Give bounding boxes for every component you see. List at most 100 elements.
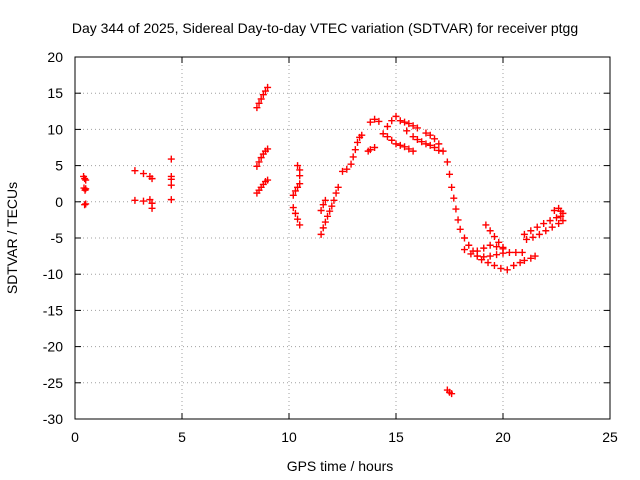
- data-point: [81, 201, 89, 209]
- data-point: [450, 194, 458, 202]
- data-point: [261, 87, 269, 95]
- data-point: [358, 131, 366, 139]
- data-point: [503, 266, 511, 274]
- data-point: [392, 140, 400, 148]
- data-point: [317, 206, 325, 214]
- data-point: [321, 218, 329, 226]
- data-point: [426, 131, 434, 139]
- data-point: [546, 217, 554, 225]
- data-point: [540, 220, 548, 228]
- data-point: [383, 133, 391, 141]
- data-point: [351, 146, 359, 154]
- data-point: [81, 175, 89, 183]
- x-tick-label: 0: [71, 429, 79, 445]
- data-point: [388, 117, 396, 125]
- data-point: [405, 145, 413, 153]
- data-point: [317, 230, 325, 238]
- data-point: [465, 241, 473, 249]
- data-point: [321, 196, 329, 204]
- data-point: [319, 201, 327, 209]
- data-point: [349, 153, 357, 161]
- data-point: [82, 176, 90, 184]
- data-point: [264, 176, 272, 184]
- data-point: [289, 204, 297, 212]
- data-point: [339, 167, 346, 175]
- data-point: [559, 217, 567, 225]
- data-point: [555, 220, 563, 228]
- data-point: [446, 170, 453, 178]
- data-point: [294, 215, 302, 223]
- data-point: [405, 120, 413, 128]
- data-point: [343, 165, 351, 173]
- data-point: [167, 196, 175, 204]
- data-point: [392, 112, 400, 120]
- data-point: [326, 207, 334, 215]
- data-point: [535, 230, 543, 238]
- data-point: [148, 204, 156, 212]
- data-point: [484, 259, 492, 267]
- data-point: [490, 262, 498, 270]
- data-point: [291, 209, 299, 217]
- data-points-layer: [80, 83, 567, 398]
- data-point: [518, 248, 526, 256]
- x-tick-label: 20: [495, 429, 511, 445]
- x-tick-label: 15: [388, 429, 404, 445]
- data-point: [347, 160, 355, 168]
- data-point: [413, 136, 421, 144]
- x-tick-labels: 0 5 10 15 20 25: [71, 429, 618, 445]
- data-point: [499, 243, 507, 251]
- data-point: [422, 129, 430, 137]
- data-point: [542, 227, 550, 235]
- data-point: [495, 238, 503, 246]
- data-point: [371, 115, 379, 123]
- data-point: [557, 207, 565, 215]
- data-point: [396, 141, 404, 149]
- data-point: [264, 83, 272, 91]
- data-point: [330, 196, 338, 204]
- data-point: [296, 221, 304, 229]
- data-point: [548, 223, 556, 231]
- data-point: [439, 147, 447, 155]
- data-point: [426, 141, 434, 149]
- y-tick-label: -30: [43, 411, 63, 427]
- data-point: [375, 117, 383, 125]
- data-point: [486, 252, 494, 260]
- data-point: [379, 130, 387, 138]
- data-point: [371, 144, 379, 151]
- x-tick-label: 5: [178, 429, 186, 445]
- data-point: [131, 167, 139, 175]
- data-point: [490, 233, 498, 241]
- data-point: [353, 138, 361, 146]
- data-point: [460, 234, 468, 242]
- data-point: [418, 138, 426, 146]
- data-point: [291, 187, 299, 195]
- data-point: [512, 248, 520, 256]
- y-tick-label: -5: [51, 230, 64, 246]
- data-point: [82, 185, 90, 193]
- data-point: [493, 243, 501, 251]
- data-point: [452, 205, 460, 213]
- data-point: [334, 183, 342, 191]
- data-point: [529, 233, 537, 241]
- y-tick-labels: 20 15 10 5 0 -5 -10 -15 -20 -25 -30: [43, 49, 63, 427]
- data-point: [510, 262, 518, 270]
- data-point: [456, 225, 464, 233]
- data-point: [480, 253, 488, 261]
- data-point: [383, 123, 391, 131]
- data-point: [257, 154, 265, 162]
- data-point: [131, 196, 139, 204]
- data-point: [431, 135, 439, 143]
- y-tick-label: -15: [43, 302, 63, 318]
- data-point: [257, 95, 265, 103]
- data-point: [253, 162, 261, 170]
- data-point: [255, 99, 263, 107]
- grid-layer: [75, 57, 610, 419]
- data-point: [486, 227, 494, 235]
- data-point: [294, 183, 302, 191]
- data-point: [332, 189, 340, 197]
- data-point: [148, 175, 156, 183]
- data-point: [139, 170, 147, 178]
- data-point: [533, 223, 541, 231]
